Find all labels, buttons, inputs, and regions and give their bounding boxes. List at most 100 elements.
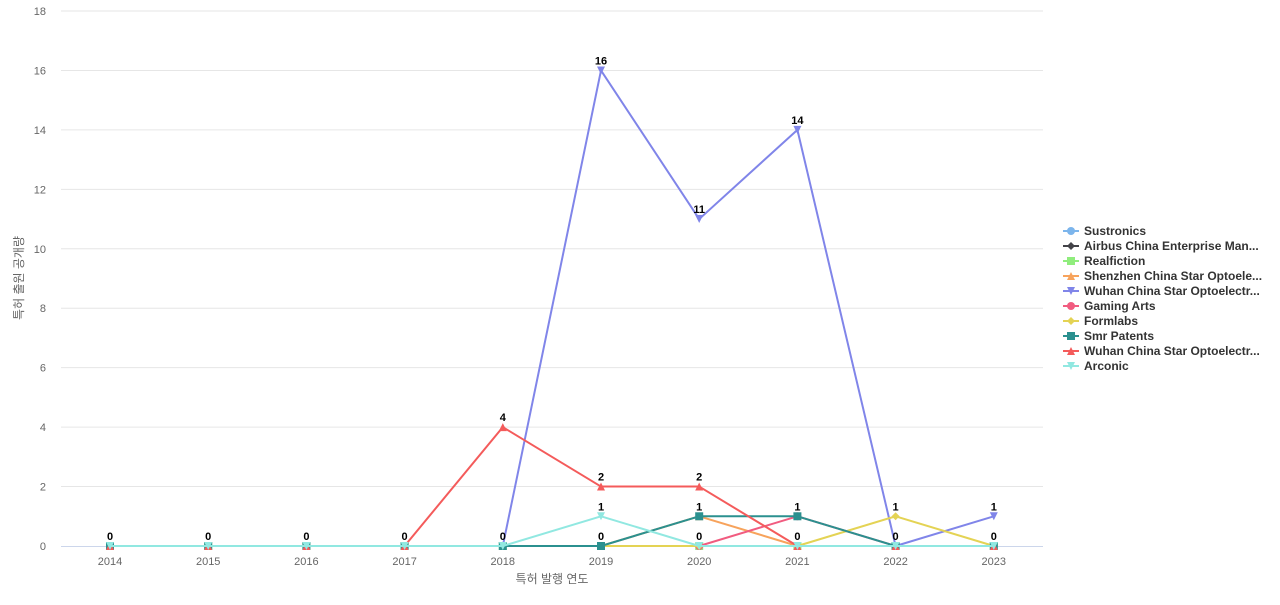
y-tick-label: 10 [34,244,46,256]
x-tick-label: 2022 [883,556,907,568]
x-tick-label: 2023 [982,556,1006,568]
data-point [793,125,802,134]
legend-marker [1067,257,1075,265]
legend-marker [1067,227,1075,235]
legend-item[interactable]: Wuhan China Star Optoelectr... [1063,344,1260,358]
x-tick-label: 2016 [294,556,318,568]
y-tick-label: 4 [40,422,46,434]
data-point [695,215,704,224]
y-tick-label: 6 [40,363,46,375]
data-point [106,542,114,550]
data-point [400,542,409,550]
data-point [597,542,605,550]
grid [61,10,1043,488]
legend-marker [1067,332,1075,340]
y-tick-label: 0 [40,541,46,553]
legend-label: Sustronics [1084,224,1146,238]
x-tick-label: 2020 [687,556,711,568]
data-label: 11 [693,204,705,216]
data-label: 0 [893,531,899,543]
legend-label: Formlabs [1084,314,1138,328]
legend-marker [1067,272,1075,280]
data-label: 0 [696,531,702,543]
legend-marker [1067,317,1075,325]
legend-marker [1067,347,1075,355]
data-point [597,482,605,491]
y-tick-label: 16 [34,65,46,77]
data-point [695,542,704,550]
data-point [989,512,998,521]
data-point [498,423,507,432]
legend-label: Airbus China Enterprise Man... [1084,239,1259,253]
x-axis-title: 특허 발행 연도 [516,571,589,586]
data-label: 1 [794,501,800,513]
y-tick-label: 18 [34,6,46,18]
y-tick-label: 2 [40,482,46,494]
data-label: 4 [500,412,507,424]
legend-label: Wuhan China Star Optoelectr... [1084,344,1260,358]
y-tick-label: 8 [40,303,46,315]
data-labels: 0 0 0 0 4 0 16 2 1 0 11 2 1 0 14 1 0 1 0 1 0 [107,55,997,543]
data-point [793,512,802,521]
data-label: 0 [107,531,113,543]
data-label: 1 [991,501,997,513]
legend-item[interactable]: Gaming Arts [1063,299,1156,313]
legend-item[interactable]: Airbus China Enterprise Man... [1063,239,1259,253]
x-axis-ticks: 2014 2015 2016 2017 2018 2019 2020 2021 2022 2023 [98,556,1006,568]
data-point [204,542,213,550]
data-point [498,542,507,550]
data-point [597,512,605,521]
data-label: 1 [598,501,604,513]
data-point [793,542,802,550]
series-line [110,515,994,547]
data-label: 2 [696,472,702,484]
data-label: 2 [598,472,604,484]
data-point [695,482,704,491]
legend-item[interactable]: Smr Patents [1063,329,1154,343]
data-label: 0 [205,531,211,543]
data-label: 0 [794,531,800,543]
legend-item[interactable]: Realfiction [1063,254,1145,268]
data-label: 0 [991,531,997,543]
x-tick-label: 2014 [98,556,122,568]
data-label: 1 [696,501,702,513]
legend-item[interactable]: Shenzhen China Star Optoele... [1063,269,1262,283]
data-point [891,512,900,521]
data-point [891,542,900,550]
data-point [989,542,998,550]
x-tick-label: 2021 [785,556,809,568]
x-tick-label: 2017 [392,556,416,568]
legend-marker [1067,302,1075,310]
data-label: 0 [303,531,309,543]
legend-marker [1067,287,1075,295]
data-point [597,66,605,75]
legend-label: Smr Patents [1084,329,1154,343]
y-tick-label: 12 [34,184,46,196]
legend-label: Arconic [1084,359,1129,373]
data-point [302,542,311,550]
data-label: 0 [500,531,506,543]
data-label: 0 [598,531,604,543]
legend-label: Shenzhen China Star Optoele... [1084,269,1262,283]
legend-item[interactable]: Sustronics [1063,224,1146,238]
x-tick-label: 2018 [491,556,515,568]
series [106,66,998,550]
data-point [695,512,704,521]
legend-label: Wuhan China Star Optoelectr... [1084,284,1260,298]
data-label: 1 [893,501,899,513]
y-tick-label: 14 [34,125,46,137]
data-label: 14 [791,115,804,127]
data-label: 0 [402,531,408,543]
legend-label: Realfiction [1084,254,1145,268]
legend-item[interactable]: Arconic [1063,359,1129,373]
legend-marker [1067,242,1075,250]
legend-item[interactable]: Formlabs [1063,314,1138,328]
series-group [106,512,998,550]
legend-label: Gaming Arts [1084,299,1156,313]
legend-item[interactable]: Wuhan China Star Optoelectr... [1063,284,1260,298]
x-tick-label: 2015 [196,556,220,568]
x-tick-label: 2019 [589,556,613,568]
